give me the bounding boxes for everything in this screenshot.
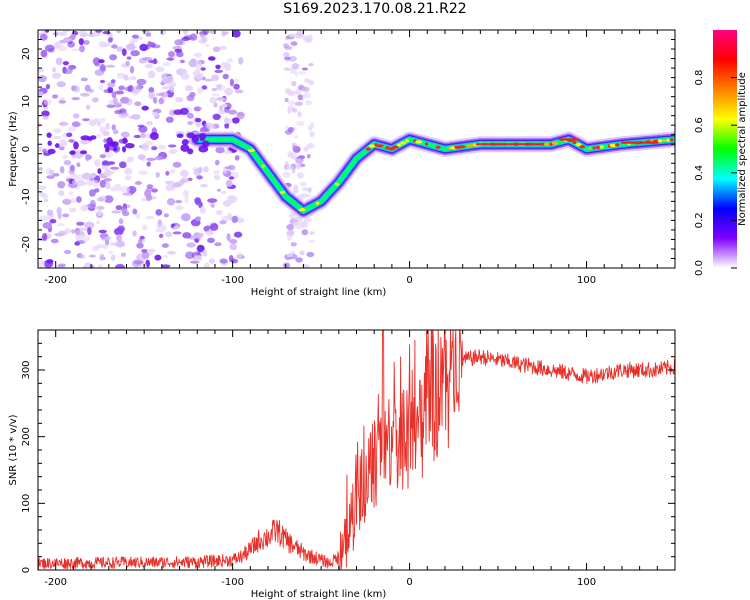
colorbar-gradient [713,30,737,268]
bottom-xlabel: Height of straight line (km) [251,589,387,600]
bottom-xtick-label: -100 [221,577,244,588]
top-xtick-label: 100 [577,275,596,286]
bottom-xtick-label: 100 [577,577,596,588]
bottom-frame [37,329,676,571]
top-ytick-label: -20 [21,236,32,252]
bottom-ytick-label: 0 [21,567,32,573]
colorbar-tick-label: 0.8 [694,70,705,86]
top-ytick-label: 20 [21,47,32,60]
colorbar-label: Normalized spectral amplitude [737,72,748,226]
top-xlabel: Height of straight line (km) [251,287,387,298]
top-ytick-label: 10 [21,95,32,108]
colorbar-tick-label: 0.4 [694,165,705,181]
spectrogram-heatmap [38,30,675,268]
bottom-ylabel: SNR (10 * v/v) [8,414,19,485]
top-ylabel: Frequency (Hz) [8,111,19,187]
top-xtick-label: 0 [406,275,412,286]
bottom-ytick-label: 100 [21,494,32,513]
top-ytick-label: -10 [21,188,32,204]
bottom-ytick-label: 200 [21,427,32,446]
bottom-ytick-label: 300 [21,360,32,379]
bottom-xtick-label: 0 [406,577,412,588]
colorbar-tick-label: 0.6 [694,117,705,133]
top-xtick-label: -100 [221,275,244,286]
figure-title: S169.2023.170.08.21.R22 [283,1,467,17]
bottom-xtick-label: -200 [44,577,67,588]
colorbar-tick-label: 0.0 [694,260,705,276]
top-xtick-label: -200 [44,275,67,286]
top-ytick-label: 0 [21,146,32,152]
colorbar-tick-label: 0.2 [694,212,705,228]
snr-line-plot [38,330,675,570]
colorbar: 0.0 0.2 0.4 0.6 0.8 Normalized spectral ampli… [694,30,748,276]
snr-series-line [38,330,675,570]
